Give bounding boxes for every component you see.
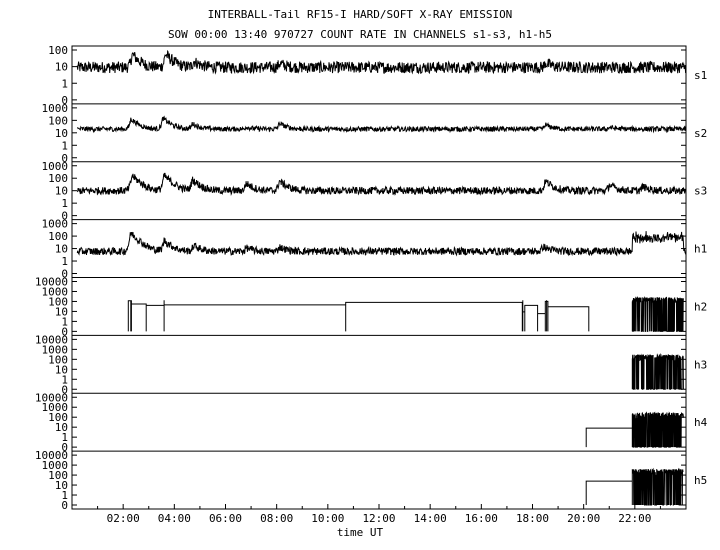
- y-tick-label: 100: [48, 353, 68, 366]
- x-axis-label: time UT: [336, 526, 384, 539]
- y-tick-label: 1000: [42, 285, 69, 298]
- y-tick-label: 100: [48, 295, 68, 308]
- y-tick-label: 1000: [42, 401, 69, 414]
- y-tick-label: 0: [61, 94, 68, 107]
- series-h1: [76, 231, 687, 257]
- y-tick-label: 0: [61, 210, 68, 223]
- panel-label-s3: s3: [694, 185, 707, 198]
- y-tick-label: 10: [55, 243, 68, 256]
- y-tick-label: 100: [48, 172, 68, 185]
- y-tick-label: 1: [61, 197, 68, 210]
- y-tick-label: 0: [61, 152, 68, 165]
- y-tick-label: 1000: [42, 160, 69, 173]
- y-tick-label: 10000: [35, 449, 68, 462]
- y-tick-label: 1: [61, 77, 68, 90]
- y-tick-label: 10000: [35, 333, 68, 346]
- y-tick-label: 1000: [42, 218, 69, 231]
- x-tick-label: 08:00: [260, 512, 293, 525]
- y-tick-label: 10000: [35, 391, 68, 404]
- y-tick-label: 1: [61, 431, 68, 444]
- y-tick-label: 1000: [42, 459, 69, 472]
- y-tick-label: 100: [48, 411, 68, 424]
- y-tick-label: 1: [61, 255, 68, 268]
- panel-label-s1: s1: [694, 69, 707, 82]
- series-h3: [631, 353, 684, 390]
- y-tick-label: 10: [55, 363, 68, 376]
- y-tick-label: 0: [61, 268, 68, 281]
- y-tick-label: 100: [48, 114, 68, 127]
- y-tick-label: 10: [55, 479, 68, 492]
- panel-label-h4: h4: [694, 416, 708, 429]
- panel-label-h5: h5: [694, 474, 707, 487]
- x-tick-label: 06:00: [209, 512, 242, 525]
- y-tick-label: 0: [61, 325, 68, 338]
- panel-label-h3: h3: [694, 358, 707, 371]
- x-tick-label: 20:00: [567, 512, 600, 525]
- y-tick-label: 1000: [42, 102, 69, 115]
- y-tick-label: 1: [61, 373, 68, 386]
- x-tick-label: 16:00: [465, 512, 498, 525]
- y-tick-label: 1000: [42, 343, 69, 356]
- y-tick-label: 1: [61, 139, 68, 152]
- y-tick-label: 1: [61, 315, 68, 328]
- series-s1: [76, 49, 687, 75]
- x-tick-label: 22:00: [618, 512, 651, 525]
- panel-label-h1: h1: [694, 243, 707, 256]
- series-h4: [585, 411, 684, 448]
- y-tick-label: 100: [48, 230, 68, 243]
- y-tick-label: 10: [55, 61, 68, 74]
- x-tick-label: 02:00: [107, 512, 140, 525]
- x-tick-label: 04:00: [158, 512, 191, 525]
- series-s3: [76, 172, 687, 197]
- y-tick-label: 10: [55, 185, 68, 198]
- panel-label-h2: h2: [694, 300, 707, 313]
- y-tick-label: 0: [61, 441, 68, 454]
- chart-subtitle: SOW 00:00 13:40 970727 COUNT RATE IN CHA…: [167, 28, 553, 41]
- series-h5: [585, 467, 684, 506]
- panel-label-s2: s2: [694, 127, 707, 140]
- y-tick-label: 100: [48, 469, 68, 482]
- y-tick-label: 10: [55, 305, 68, 318]
- series-h2: [127, 295, 684, 332]
- x-tick-label: 14:00: [414, 512, 447, 525]
- x-tick-label: 12:00: [362, 512, 395, 525]
- y-tick-label: 100: [48, 44, 68, 57]
- chart-title: INTERBALL-Tail RF15-I HARD/SOFT X-RAY EM…: [207, 8, 513, 21]
- y-tick-label: 0: [61, 383, 68, 396]
- y-tick-label: 1: [61, 489, 68, 502]
- y-tick-label: 0: [61, 499, 68, 512]
- x-tick-label: 10:00: [311, 512, 344, 525]
- y-tick-label: 10: [55, 421, 68, 434]
- series-s2: [77, 115, 687, 134]
- y-tick-label: 10: [55, 127, 68, 140]
- y-tick-label: 10000: [35, 276, 68, 289]
- x-tick-label: 18:00: [516, 512, 549, 525]
